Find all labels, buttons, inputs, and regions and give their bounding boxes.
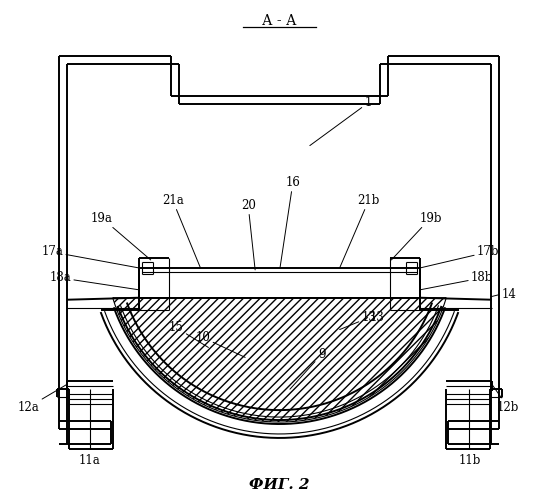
Text: 17а: 17а (41, 246, 139, 268)
Text: 19а: 19а (91, 212, 151, 260)
Text: 12а: 12а (17, 384, 67, 414)
Text: 21b: 21b (340, 194, 380, 268)
Text: 18b: 18b (420, 272, 493, 290)
Text: 1: 1 (310, 96, 372, 146)
Text: ФИГ. 2: ФИГ. 2 (249, 478, 310, 492)
Text: 13: 13 (369, 311, 385, 324)
Text: 21а: 21а (162, 194, 201, 268)
Text: 18а: 18а (49, 272, 139, 290)
Text: 11b: 11b (459, 454, 481, 468)
Text: 19b: 19b (391, 212, 442, 260)
Text: 11а: 11а (78, 454, 100, 468)
Text: 12b: 12b (492, 384, 519, 414)
Text: 10: 10 (196, 331, 245, 357)
Text: 15: 15 (169, 321, 209, 347)
Text: 9: 9 (290, 348, 325, 389)
Text: А - А: А - А (262, 14, 297, 28)
Text: 13: 13 (340, 311, 376, 330)
Text: 17b: 17b (420, 246, 499, 268)
Text: 14: 14 (502, 288, 517, 301)
Text: 16: 16 (280, 176, 300, 268)
Text: 20: 20 (241, 198, 255, 270)
Polygon shape (113, 298, 446, 422)
